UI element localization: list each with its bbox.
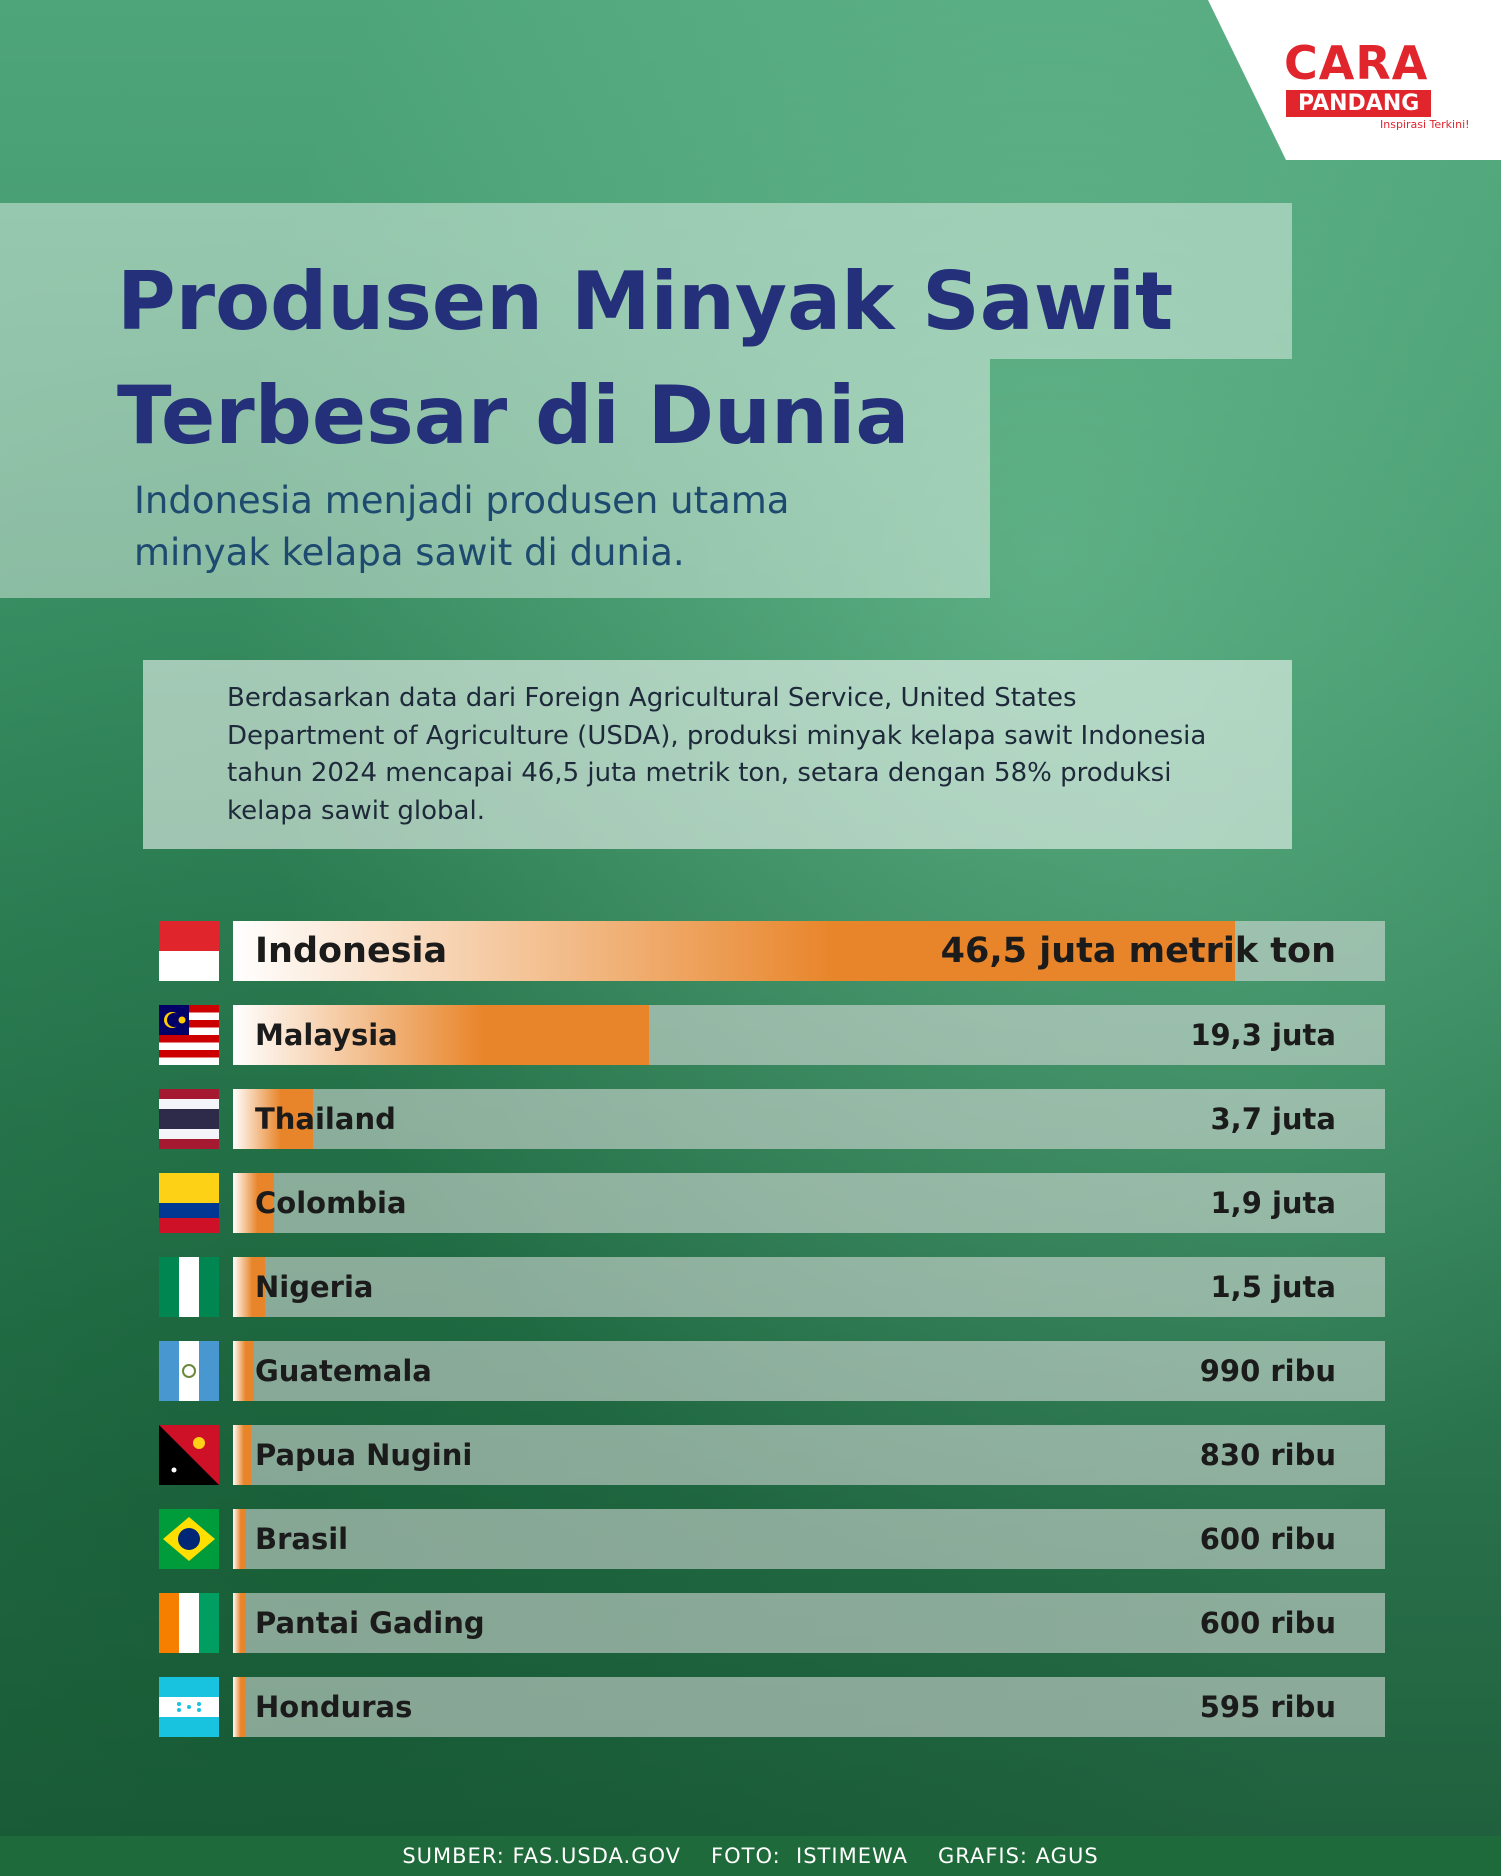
footer: SUMBER: FAS.USDA.GOV FOTO: ISTIMEWA GRAF…: [0, 1836, 1501, 1876]
value-label: 600 ribu: [1199, 1522, 1336, 1556]
description: Berdasarkan data dari Foreign Agricultur…: [227, 683, 1207, 826]
bar: [233, 1425, 251, 1485]
bar: [233, 921, 1236, 981]
category-label: Indonesia: [255, 931, 448, 971]
footer-source: SUMBER: FAS.USDA.GOV: [402, 1844, 682, 1868]
flag: [159, 921, 219, 981]
flag: [159, 1173, 219, 1233]
flag: [159, 1089, 219, 1149]
bar-track: [233, 1341, 1385, 1401]
flag: [159, 1677, 219, 1737]
title-panel: [0, 359, 990, 598]
logo-tagline: Inspirasi Terkini!: [1380, 118, 1470, 131]
flag: [159, 1593, 219, 1653]
bar: [233, 1257, 266, 1317]
value-label: 19,3 juta: [1190, 1018, 1336, 1052]
value-label: 595 ribu: [1199, 1690, 1336, 1724]
chart-subtitle: Indonesia menjadi produsen utama minyak …: [134, 479, 790, 574]
footer-graphic: GRAFIS: AGUS: [937, 1844, 1099, 1868]
category-label: Papua Nugini: [255, 1438, 473, 1472]
bar-track: [233, 1425, 1385, 1485]
description-panel: [143, 660, 1292, 849]
category-label: Guatemala: [255, 1354, 432, 1388]
flag: [159, 1509, 219, 1569]
value-label: 1,9 juta: [1210, 1186, 1337, 1220]
category-label: Pantai Gading: [255, 1606, 485, 1640]
value-label: 46,5 juta metrik ton: [940, 931, 1336, 971]
bar: [233, 1005, 649, 1065]
value-label: 600 ribu: [1199, 1606, 1336, 1640]
category-label: Nigeria: [255, 1270, 374, 1304]
value-label: 990 ribu: [1199, 1354, 1336, 1388]
category-label: Thailand: [255, 1102, 396, 1136]
bar-track: [233, 1677, 1385, 1737]
logo-bg: [1208, 0, 1501, 160]
flag: [159, 1341, 219, 1401]
bar-track: [233, 1089, 1385, 1149]
bar-track: [233, 1509, 1385, 1569]
value-label: 1,5 juta: [1210, 1270, 1337, 1304]
flag: [159, 1005, 219, 1065]
bar-track: [233, 1593, 1385, 1653]
footer-photo: FOTO: ISTIMEWA: [711, 1844, 908, 1868]
bar: [233, 1509, 246, 1569]
logo-name: CARA: [1284, 36, 1429, 90]
bar: [233, 1677, 246, 1737]
category-label: Malaysia: [255, 1018, 398, 1052]
category-label: Brasil: [255, 1522, 349, 1556]
flag: [159, 1425, 219, 1485]
value-label: 830 ribu: [1199, 1438, 1336, 1472]
bar-chart: Indonesia 46,5 juta metrik ton Malaysia 19,…: [159, 921, 1385, 1737]
bar: [233, 1341, 255, 1401]
value-label: 3,7 juta: [1210, 1102, 1337, 1136]
category-label: Honduras: [255, 1690, 413, 1724]
bar-track: [233, 1173, 1385, 1233]
category-label: Colombia: [255, 1186, 407, 1220]
logo-name2: PANDANG: [1286, 90, 1432, 117]
chart-title: Produsen Minyak Sawit Terbesar di Dunia: [117, 255, 1202, 462]
title-panel: [0, 203, 1292, 359]
bar: [233, 1089, 313, 1149]
bar-track: [233, 1257, 1385, 1317]
bar: [233, 1173, 274, 1233]
flag: [159, 1257, 219, 1317]
bar: [233, 1593, 246, 1653]
